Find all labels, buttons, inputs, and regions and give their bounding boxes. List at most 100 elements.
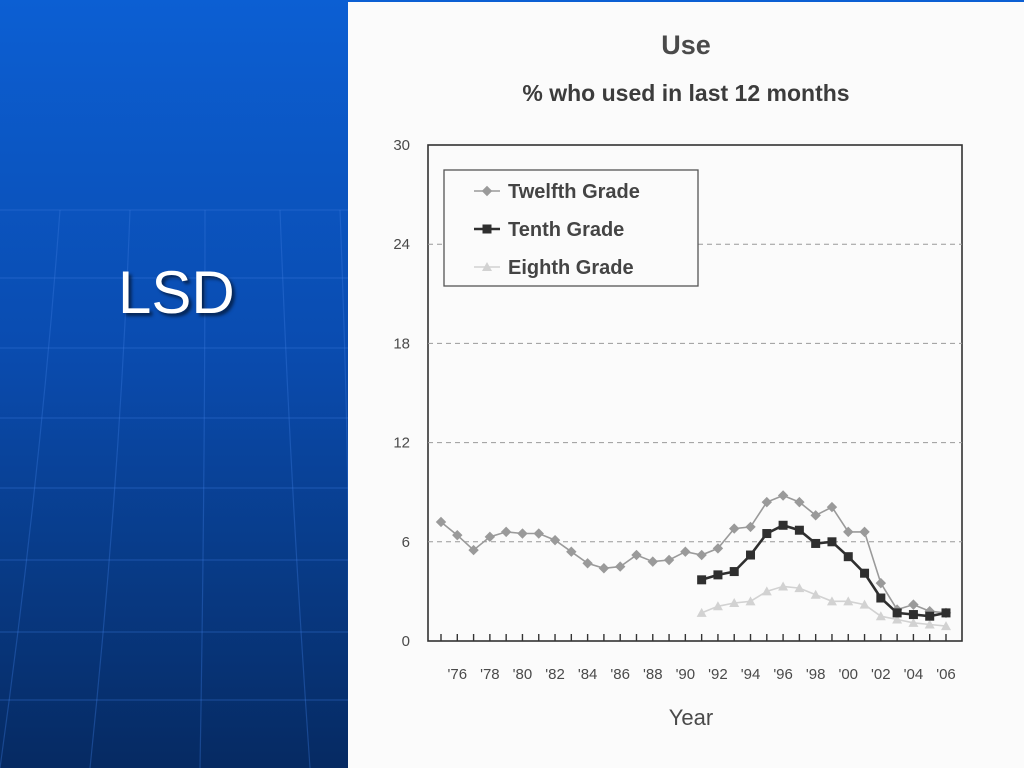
x-tick-label: '86 xyxy=(610,666,630,683)
data-point-eighth-grade xyxy=(843,596,854,606)
data-point-eighth-grade xyxy=(696,607,707,617)
data-point-eighth-grade xyxy=(778,581,789,591)
data-point-tenth-grade xyxy=(843,552,853,562)
chart-subtitle: % who used in last 12 months xyxy=(522,80,850,106)
data-point-tenth-grade xyxy=(941,608,951,618)
data-point-eighth-grade xyxy=(810,589,821,599)
data-point-eighth-grade xyxy=(745,596,756,606)
x-tick-label: '90 xyxy=(676,666,696,683)
data-point-eighth-grade xyxy=(908,617,919,627)
data-point-eighth-grade xyxy=(875,611,886,621)
data-point-twelfth-grade xyxy=(598,563,610,574)
data-point-twelfth-grade xyxy=(533,528,544,539)
data-point-twelfth-grade xyxy=(875,577,887,589)
data-point-eighth-grade xyxy=(761,586,772,596)
data-point-tenth-grade xyxy=(729,567,739,577)
data-point-eighth-grade xyxy=(859,599,870,609)
data-point-tenth-grade xyxy=(697,575,707,585)
slide-title: LSD xyxy=(118,259,235,326)
data-point-tenth-grade xyxy=(778,520,788,530)
data-point-tenth-grade xyxy=(482,224,492,234)
data-point-eighth-grade xyxy=(826,596,837,606)
background-grid-lines xyxy=(0,209,348,768)
data-point-tenth-grade xyxy=(860,568,870,578)
data-point-twelfth-grade xyxy=(843,526,854,538)
line-chart: 0 6 12 18 24 30 '76 '78 '80 '82 '84 '86 '88 '90 '92 '94… xyxy=(393,137,963,683)
data-point-eighth-grade xyxy=(729,597,740,607)
x-tick-label: '94 xyxy=(741,666,761,683)
x-tick-label: '88 xyxy=(643,666,663,683)
data-point-tenth-grade xyxy=(827,537,837,547)
x-axis-label: Year xyxy=(668,705,714,730)
data-point-twelfth-grade xyxy=(481,185,493,197)
data-point-twelfth-grade xyxy=(745,521,756,533)
data-point-twelfth-grade xyxy=(452,529,463,541)
data-point-twelfth-grade xyxy=(761,496,773,508)
x-tick-label: '98 xyxy=(806,666,826,683)
data-point-twelfth-grade xyxy=(566,546,577,557)
series-line-tenth-grade xyxy=(701,523,947,618)
data-point-tenth-grade xyxy=(811,538,821,548)
data-point-twelfth-grade xyxy=(777,490,789,501)
data-point-tenth-grade xyxy=(746,550,756,560)
data-point-tenth-grade xyxy=(713,570,723,580)
x-tick-label: '96 xyxy=(773,666,793,683)
data-point-twelfth-grade xyxy=(517,528,528,539)
data-point-twelfth-grade xyxy=(435,516,447,528)
y-tick-label: 6 xyxy=(402,534,410,551)
x-tick-label: '04 xyxy=(904,666,924,683)
legend-label: Twelfth Grade xyxy=(508,181,640,203)
data-point-twelfth-grade xyxy=(631,549,642,561)
data-point-twelfth-grade xyxy=(663,554,675,566)
y-tick-label: 12 xyxy=(393,435,410,452)
data-point-twelfth-grade xyxy=(826,501,838,513)
data-point-tenth-grade xyxy=(762,529,772,539)
series-line-eighth-grade xyxy=(701,585,947,627)
data-point-twelfth-grade xyxy=(696,549,707,561)
legend-label: Tenth Grade xyxy=(508,219,624,241)
data-point-eighth-grade xyxy=(924,619,935,629)
data-point-twelfth-grade xyxy=(647,556,658,567)
data-point-twelfth-grade xyxy=(484,531,496,543)
data-point-tenth-grade xyxy=(794,525,804,535)
legend-label: Eighth Grade xyxy=(508,257,634,279)
y-tick-label: 24 xyxy=(393,236,410,253)
data-point-tenth-grade xyxy=(925,611,935,621)
data-point-eighth-grade xyxy=(482,262,492,271)
x-tick-label: '76 xyxy=(448,666,468,683)
x-tick-label: '82 xyxy=(545,666,565,683)
x-tick-label: '06 xyxy=(936,666,956,683)
x-tick-label: '84 xyxy=(578,666,598,683)
y-tick-label: 0 xyxy=(402,633,410,650)
chart-title: Use xyxy=(661,30,711,60)
series-line-twelfth-grade xyxy=(440,494,947,614)
data-point-twelfth-grade xyxy=(500,526,512,538)
data-point-tenth-grade xyxy=(908,610,918,620)
x-tick-label: '00 xyxy=(838,666,858,683)
x-tick-label: '80 xyxy=(513,666,533,683)
data-point-twelfth-grade xyxy=(468,544,479,556)
data-point-twelfth-grade xyxy=(729,523,740,534)
data-point-eighth-grade xyxy=(941,621,951,631)
data-point-tenth-grade xyxy=(876,593,886,603)
data-point-twelfth-grade xyxy=(810,510,821,521)
data-point-eighth-grade xyxy=(892,614,903,624)
y-tick-label: 30 xyxy=(393,137,410,154)
x-tick-label: '02 xyxy=(871,666,891,683)
data-point-twelfth-grade xyxy=(794,496,805,508)
x-tick-label: '78 xyxy=(480,666,500,683)
x-tick-label: '92 xyxy=(708,666,728,683)
y-tick-label: 18 xyxy=(393,335,410,352)
data-point-twelfth-grade xyxy=(859,526,870,538)
data-point-tenth-grade xyxy=(892,608,902,618)
data-point-twelfth-grade xyxy=(712,543,724,554)
data-point-eighth-grade xyxy=(794,583,805,593)
chart-panel: Use % who used in last 12 months 0 6 12 18 2… xyxy=(348,2,1024,768)
data-point-twelfth-grade xyxy=(582,558,593,569)
data-point-eighth-grade xyxy=(712,601,723,611)
data-point-twelfth-grade xyxy=(680,546,691,557)
data-point-twelfth-grade xyxy=(908,599,919,610)
data-point-twelfth-grade xyxy=(614,561,626,572)
data-point-twelfth-grade xyxy=(549,534,561,546)
